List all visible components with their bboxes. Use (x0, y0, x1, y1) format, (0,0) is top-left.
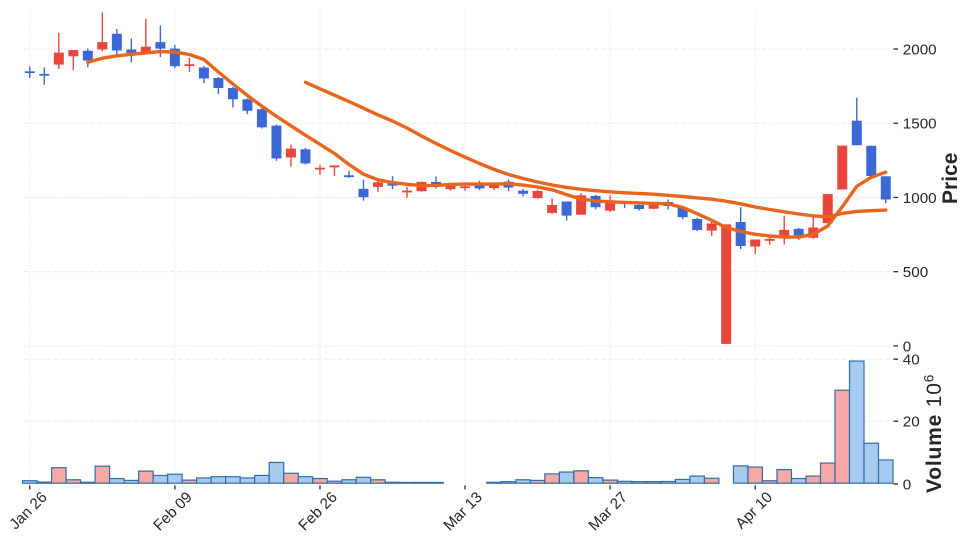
svg-text:40: 40 (903, 352, 920, 369)
svg-text:Volume 106: Volume 106 (921, 374, 947, 493)
svg-text:1000: 1000 (903, 190, 937, 207)
svg-text:0: 0 (903, 476, 911, 493)
svg-text:1500: 1500 (903, 116, 937, 133)
svg-text:20: 20 (903, 414, 920, 431)
svg-text:2000: 2000 (903, 41, 937, 58)
svg-text:Price: Price (939, 153, 962, 204)
svg-text:500: 500 (903, 264, 928, 281)
svg-text:0: 0 (903, 338, 911, 355)
